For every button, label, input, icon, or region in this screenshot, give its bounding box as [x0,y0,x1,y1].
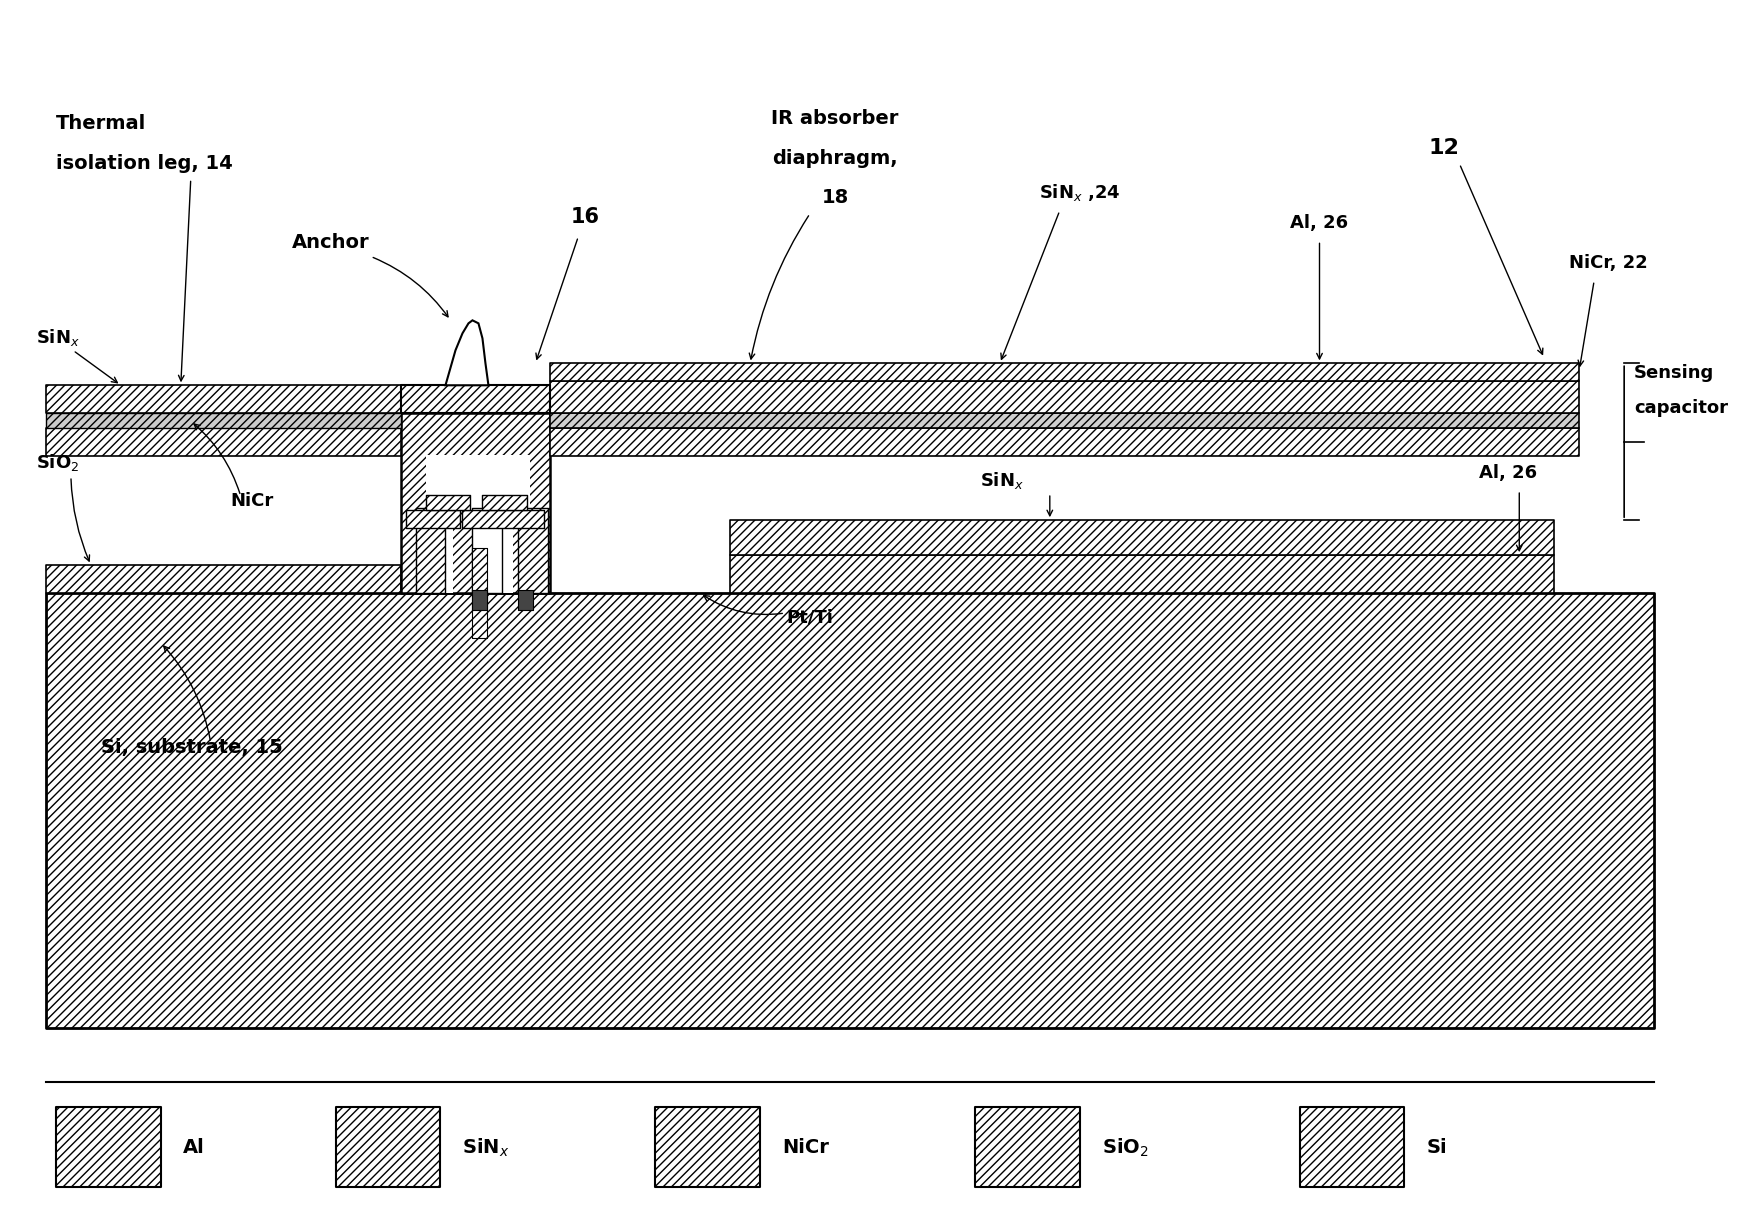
Bar [472,589,487,610]
Text: Anchor: Anchor [293,233,370,253]
Text: NiCr, 22: NiCr, 22 [1569,254,1648,273]
Polygon shape [446,321,488,386]
Bar [462,510,545,528]
Text: SiN$_x$ ,24: SiN$_x$ ,24 [1038,183,1121,204]
Text: Si: Si [1426,1138,1447,1157]
Bar [550,363,1580,381]
Bar [472,548,487,639]
Text: diaphragm,: diaphragm, [772,149,897,167]
Bar [730,555,1555,593]
Text: Al: Al [183,1138,205,1157]
Text: Si, substrate, 15: Si, substrate, 15 [100,738,282,756]
Bar [416,513,453,593]
Bar [416,508,446,593]
Text: 12: 12 [1430,138,1460,157]
Bar [472,508,502,593]
Bar [550,429,1580,456]
Text: capacitor: capacitor [1634,399,1728,418]
Bar [1299,1108,1405,1187]
Text: Sensing: Sensing [1634,365,1714,382]
Bar [730,521,1555,555]
Text: SiO$_2$: SiO$_2$ [1102,1136,1148,1158]
Bar [518,508,548,593]
Text: NiCr: NiCr [231,492,273,510]
Bar [656,1108,760,1187]
Text: Pt/Ti: Pt/Ti [786,609,834,628]
Bar [46,593,1654,1028]
Bar [550,381,1580,414]
Bar [425,495,471,510]
Bar [400,386,550,414]
Text: NiCr: NiCr [783,1138,829,1157]
Bar [518,589,534,610]
Bar [46,414,400,429]
Text: IR absorber: IR absorber [772,108,899,128]
Bar [335,1108,441,1187]
Text: 16: 16 [571,208,599,227]
Text: SiN$_x$: SiN$_x$ [35,328,79,349]
Text: Thermal: Thermal [56,113,146,133]
Bar [405,510,460,528]
Text: Al, 26: Al, 26 [1291,215,1349,232]
Bar [425,456,531,510]
Bar [476,513,513,593]
Bar [975,1108,1079,1187]
Bar [56,1108,160,1187]
Text: SiO$_2$: SiO$_2$ [35,452,79,473]
Bar [46,565,400,593]
Bar [400,414,550,593]
Text: 18: 18 [822,188,848,208]
Text: SiN$_x$: SiN$_x$ [462,1136,510,1158]
Text: Al, 26: Al, 26 [1479,464,1537,483]
Bar [550,414,1580,429]
Bar [46,429,400,456]
Bar [483,495,527,510]
Text: isolation leg, 14: isolation leg, 14 [56,154,233,172]
Text: SiN$_x$: SiN$_x$ [980,470,1024,491]
Bar [46,386,400,414]
